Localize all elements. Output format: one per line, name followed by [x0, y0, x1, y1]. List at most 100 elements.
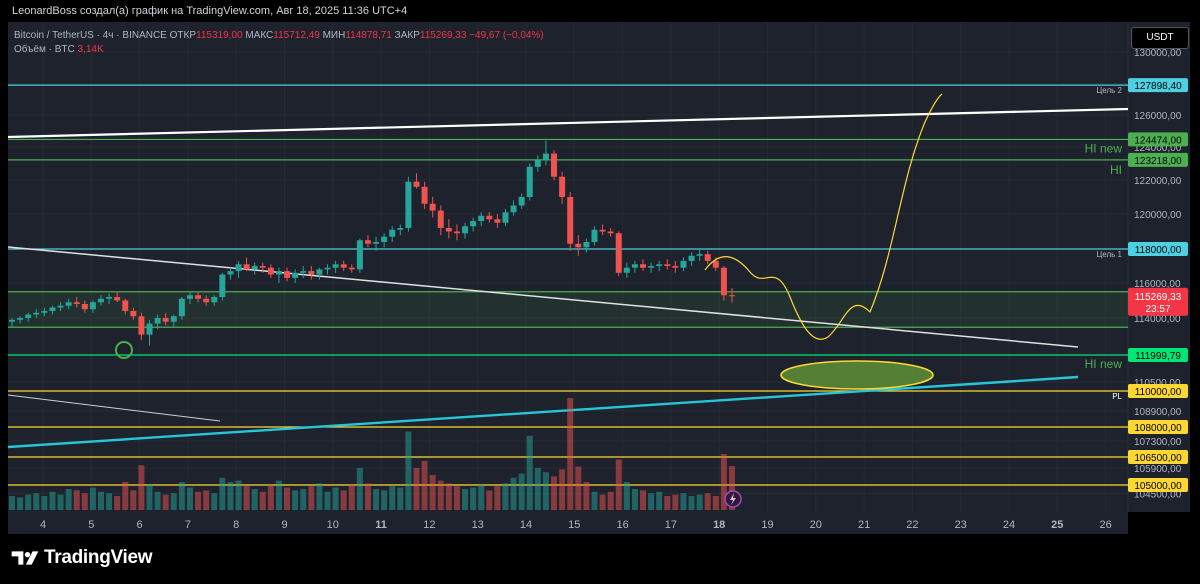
volume-bar	[720, 454, 727, 510]
volume-bar	[445, 483, 452, 510]
volume-bar	[227, 482, 234, 510]
volume-bar	[308, 486, 315, 510]
volume-bar	[462, 489, 469, 510]
price-axis-label: 104500,00	[1134, 490, 1182, 501]
time-axis-label: 14	[520, 519, 532, 531]
lightning-glyph	[730, 493, 736, 505]
volume-bar	[672, 494, 679, 510]
volume-bar	[437, 480, 444, 510]
candle-body	[680, 260, 687, 268]
candle-body	[599, 229, 606, 232]
candle-body	[405, 181, 412, 228]
candle-body	[373, 242, 380, 244]
marker-circle	[115, 341, 133, 359]
time-axis-label: 22	[906, 519, 918, 531]
volume-bar	[33, 493, 40, 510]
support-zone	[8, 291, 1128, 328]
volume-bar	[356, 468, 363, 510]
candle-body	[615, 233, 622, 273]
level-price-tag	[1128, 384, 1188, 398]
time-axis-label: 12	[423, 519, 435, 531]
price-axis-label: 107300,00	[1134, 437, 1182, 448]
volume-bar	[696, 494, 703, 510]
candle-body	[470, 221, 477, 227]
volume-bar	[9, 496, 15, 510]
volume-bar	[526, 435, 533, 510]
candle-body	[324, 267, 331, 270]
time-axis[interactable]	[8, 512, 1128, 534]
time-axis-label: 10	[327, 519, 339, 531]
candle-body	[453, 231, 460, 234]
volume-bar	[656, 491, 663, 510]
candle-body	[300, 271, 307, 273]
target-ellipse	[780, 360, 934, 390]
level-text: PL	[1112, 392, 1122, 401]
level-price-tag	[1128, 348, 1188, 363]
level-tags: 127898,40 124474,00 123218,00 118000,00 1119…	[1128, 78, 1188, 492]
legend-volume-label: Объём · BTC	[14, 44, 75, 55]
volume-bar	[122, 482, 129, 510]
level-price-tag-text: 105000,00	[1134, 481, 1182, 492]
volume-bar	[551, 476, 558, 510]
volume-bar	[243, 486, 250, 510]
tradingview-logo[interactable]: TradingView	[10, 547, 153, 569]
time-axis-label: 19	[761, 519, 773, 531]
level-price-tag-text: 108000,00	[1134, 423, 1182, 434]
candle-body	[41, 311, 48, 313]
volume-bar	[688, 496, 695, 510]
price-axis-label: 126000,00	[1134, 111, 1182, 122]
volume-bar	[421, 461, 428, 510]
volume-bar	[615, 459, 622, 510]
candle-body	[445, 228, 452, 232]
volume-bar	[453, 486, 460, 510]
volume-bar	[49, 491, 56, 510]
candles	[9, 140, 735, 346]
candle-body	[389, 229, 396, 237]
candle-body	[381, 236, 388, 242]
price-chart[interactable]: Цель 2 HI new HI Цель 1 HI new PL 130000,00 12…	[0, 22, 1200, 534]
price-axis-label: 120000,00	[1134, 210, 1182, 221]
volume-bar	[575, 466, 582, 510]
price-axis-label: 130000,00	[1134, 48, 1182, 59]
candle-body	[567, 197, 574, 244]
volume-bar	[534, 468, 541, 510]
candle-body	[518, 197, 525, 206]
candle-body	[340, 264, 347, 268]
currency-button[interactable]: USDT	[1131, 27, 1189, 49]
volume-bar	[397, 487, 404, 510]
candle-body	[631, 264, 638, 268]
grid	[8, 22, 1128, 512]
volume-bar	[162, 494, 169, 510]
candle-body	[122, 300, 129, 311]
legend-volume: Объём · BTC 3,14K	[14, 44, 104, 55]
legend-open-label: ОТКР	[169, 30, 197, 41]
volume-bar	[680, 493, 687, 510]
legend-symbol: Bitcoin / TetherUS · 4ч · BINANCE	[14, 30, 167, 41]
volume-bar	[364, 483, 371, 510]
time-axis-label: 21	[858, 519, 870, 531]
candle-body	[502, 212, 509, 223]
volume-bars	[9, 398, 735, 510]
candle-body	[664, 264, 671, 266]
level-text: Цель 1	[1096, 250, 1122, 259]
candle-body	[421, 186, 428, 204]
candle-body	[332, 264, 339, 268]
volume-bar	[332, 487, 339, 510]
candle-body	[696, 254, 703, 256]
header-text: LeonardBoss создал(а) график на TradingV…	[12, 5, 408, 17]
candle-body	[49, 307, 56, 311]
candle-body	[648, 266, 655, 268]
level-text: HI	[1110, 163, 1122, 177]
level-price-tag	[1128, 450, 1188, 464]
candle-body	[712, 260, 719, 268]
volume-bar	[623, 482, 630, 510]
volume-bar	[389, 486, 396, 510]
level-price-tag	[1128, 478, 1188, 492]
candle-body	[348, 267, 355, 270]
current-price-text: 115269,33	[1135, 292, 1182, 303]
volume-bar	[542, 472, 549, 510]
candle-body	[267, 267, 274, 275]
candle-body	[178, 298, 185, 317]
price-axis-label: 124000,00	[1134, 143, 1182, 154]
legend-open: 115319,00	[196, 30, 243, 41]
